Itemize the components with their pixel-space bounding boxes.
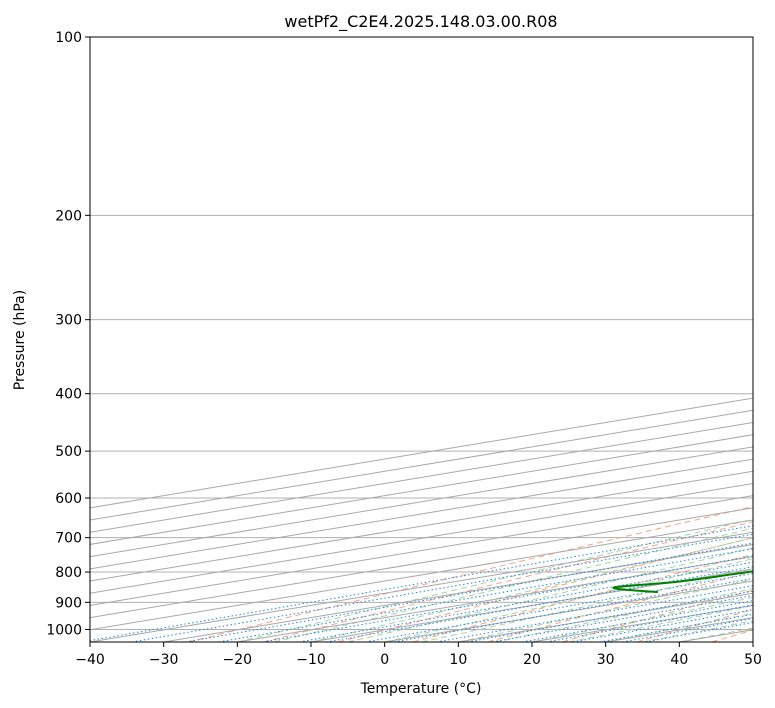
mixing-ratio-line (262, 555, 753, 642)
mixing-ratio-line (599, 613, 753, 642)
isotherm-line (90, 482, 753, 594)
y-tick-label: 400 (55, 387, 82, 403)
isotherm-line (90, 519, 753, 631)
isotherm-line (90, 470, 753, 582)
plot-frame (89, 36, 754, 643)
isotherm-line (90, 434, 753, 545)
mixing-ratio-line (522, 600, 753, 642)
x-axis-ticks: −40 −30 −20 −10 0 10 20 30 40 50 (75, 642, 762, 668)
isotherm-line (90, 446, 753, 558)
y-tick-label: 600 (55, 491, 82, 507)
x-tick-label: 0 (380, 652, 389, 668)
mixing-ratio-line (546, 604, 753, 642)
isotherm-line (90, 531, 753, 642)
background-lines (90, 37, 753, 642)
x-tick-label: 10 (449, 652, 467, 668)
y-axis-ticks: 1000 900 800 700 600 500 400 300 200 100 (46, 30, 90, 638)
isotherm-line (90, 495, 753, 606)
x-tick-label: −20 (223, 652, 253, 668)
y-tick-label: 300 (55, 313, 82, 329)
x-tick-label: 40 (670, 652, 688, 668)
dry-adiabat (263, 521, 753, 642)
y-tick-label: 900 (55, 595, 82, 611)
x-tick-label: −30 (149, 652, 179, 668)
y-tick-label: 100 (55, 30, 82, 46)
x-tick-label: −10 (296, 652, 326, 668)
isotherm-line (90, 458, 753, 570)
x-tick-label: 20 (523, 652, 541, 668)
y-tick-label: 800 (55, 565, 82, 581)
x-tick-label: 50 (744, 652, 762, 668)
x-tick-label: 30 (597, 652, 615, 668)
mixing-ratio-line (218, 548, 753, 642)
isotherm-line (90, 507, 753, 619)
moist-adiabat (458, 578, 753, 642)
y-tick-label: 1000 (46, 622, 82, 638)
moist-adiabat (237, 518, 753, 642)
isotherm-line (752, 641, 753, 642)
x-tick-label: −40 (75, 652, 105, 668)
dry-adiabat (487, 571, 753, 642)
y-tick-label: 700 (55, 531, 82, 547)
mixing-ratio-line (131, 533, 753, 642)
moist-adiabat (384, 558, 753, 642)
moist-adiabat (531, 596, 753, 642)
x-axis-label: Temperature (°C) (360, 681, 482, 697)
y-axis-label: Pressure (hPa) (12, 290, 28, 390)
y-tick-label: 500 (55, 444, 82, 460)
y-tick-label: 200 (55, 208, 82, 224)
moist-adiabat (274, 527, 753, 642)
plot-background (90, 37, 753, 642)
chart-title: wetPf2_C2E4.2025.148.03.00.R08 (284, 12, 557, 32)
mixing-ratio-line (185, 542, 753, 642)
mixing-ratio-line (572, 609, 753, 642)
